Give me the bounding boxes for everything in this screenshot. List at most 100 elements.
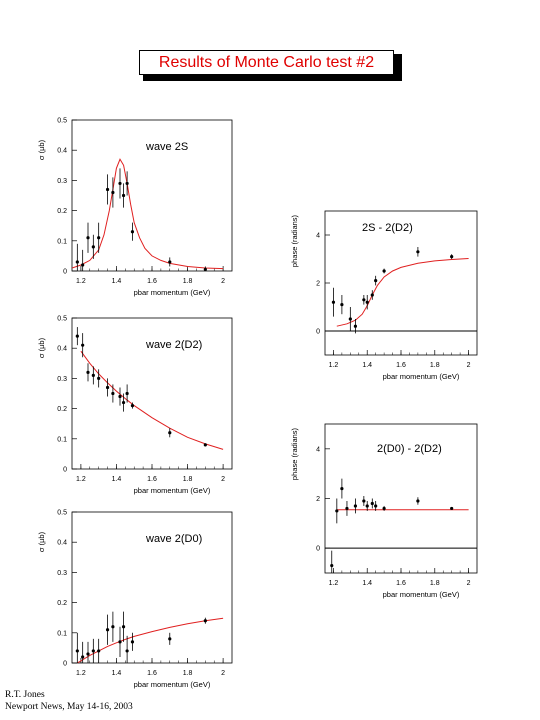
- x-tick-label: 1.6: [147, 278, 157, 285]
- chart-wave-2d2: 1.2 1.4 1.6 1.8 2 0 0.1 0.2 0.3 0.4 0.5 pbar moment…: [37, 316, 233, 495]
- y-tick-label: 0.2: [57, 600, 67, 607]
- y-tick-label: 0.3: [57, 376, 67, 383]
- data-marker: [340, 486, 344, 491]
- data-marker: [330, 563, 334, 568]
- data-marker: [353, 504, 357, 508]
- data-marker: [365, 504, 369, 508]
- x-tick-label: 2: [467, 580, 471, 587]
- x-tick-label: 2: [221, 278, 225, 285]
- data-point: [118, 168, 122, 199]
- data-point: [331, 287, 336, 317]
- data-marker: [345, 506, 349, 511]
- data-point: [91, 638, 95, 663]
- x-tick-label: 1.4: [112, 670, 122, 677]
- data-point: [75, 327, 79, 346]
- data-point: [81, 333, 85, 358]
- y-tick-label: 0.4: [57, 540, 67, 547]
- data-point: [416, 497, 420, 505]
- data-marker: [97, 376, 101, 380]
- data-marker: [81, 263, 85, 267]
- y-tick-label: 0.5: [57, 316, 67, 323]
- data-marker: [335, 509, 339, 513]
- data-marker: [75, 334, 79, 338]
- x-axis-label: pbar momentum (GeV): [134, 486, 211, 495]
- y-axis-label: σ (μb): [37, 139, 46, 160]
- y-tick-label: 0.3: [57, 570, 67, 577]
- data-point: [130, 222, 135, 241]
- data-point: [203, 443, 207, 447]
- data-point: [370, 498, 374, 509]
- plot-annotation: wave 2(D0): [145, 533, 202, 545]
- footer-location: Newport News, May 14-16, 2003: [5, 702, 133, 712]
- data-point: [362, 496, 366, 506]
- data-marker: [370, 293, 374, 297]
- data-marker: [125, 649, 129, 653]
- y-axis-label: phase (radians): [290, 427, 299, 480]
- data-marker: [450, 255, 454, 259]
- data-marker: [382, 506, 386, 511]
- x-axis-label: pbar momentum (GeV): [383, 372, 460, 381]
- x-axis-label: pbar momentum (GeV): [134, 680, 211, 689]
- data-marker: [130, 230, 135, 234]
- fit-curve: [336, 258, 469, 327]
- data-point: [353, 319, 357, 334]
- data-marker: [365, 300, 369, 304]
- x-tick-label: 1.2: [76, 278, 86, 285]
- x-tick-label: 1.8: [430, 580, 440, 587]
- data-marker: [125, 391, 129, 396]
- x-tick-label: 1.2: [329, 362, 339, 369]
- plot-annotation: 2S - 2(D2): [362, 222, 413, 234]
- y-tick-label: 0: [63, 269, 67, 276]
- data-marker: [125, 181, 129, 186]
- data-point: [91, 234, 95, 259]
- data-point: [348, 307, 352, 331]
- y-tick-label: 2: [316, 496, 320, 503]
- data-point: [97, 222, 101, 253]
- data-marker: [97, 649, 101, 653]
- data-marker: [416, 250, 420, 254]
- data-point: [125, 384, 129, 403]
- x-tick-label: 2: [221, 476, 225, 483]
- x-tick-label: 1.2: [76, 476, 86, 483]
- data-point: [111, 384, 115, 403]
- y-tick-label: 2: [316, 281, 320, 288]
- x-tick-label: 1.4: [112, 476, 122, 483]
- x-tick-label: 1.8: [183, 278, 193, 285]
- data-marker: [86, 236, 90, 240]
- data-marker: [105, 628, 110, 632]
- y-axis-label: σ (μb): [37, 531, 46, 552]
- data-marker: [118, 640, 122, 644]
- data-point: [118, 626, 122, 657]
- y-tick-label: 0.5: [57, 118, 67, 125]
- chart-phase-2d0-2d2: 1.2 1.4 1.6 1.8 2 0 2 4 pbar momentum (GeV) phase…: [290, 423, 478, 599]
- data-point: [121, 393, 126, 412]
- y-tick-label: 0.1: [57, 630, 67, 637]
- y-axis-label: phase (radians): [290, 214, 299, 267]
- x-tick-label: 1.4: [112, 278, 122, 285]
- plot-annotation: wave 2(D2): [145, 339, 202, 351]
- footer-author: R.T. Jones: [5, 690, 45, 700]
- data-point: [118, 387, 122, 406]
- data-point: [121, 611, 126, 642]
- data-point: [335, 498, 339, 524]
- data-marker: [340, 303, 344, 307]
- fit-curve: [72, 158, 224, 270]
- data-point: [105, 614, 110, 645]
- data-point: [353, 498, 357, 514]
- x-axis-label: pbar momentum (GeV): [134, 288, 211, 297]
- data-marker: [130, 640, 135, 644]
- plot-annotation: wave 2S: [145, 141, 188, 153]
- data-marker: [370, 501, 374, 506]
- data-marker: [97, 236, 101, 240]
- data-point: [374, 275, 378, 286]
- data-point: [86, 363, 90, 382]
- data-marker: [91, 649, 95, 653]
- plot-annotation: 2(D0) - 2(D2): [377, 443, 442, 455]
- x-tick-label: 2: [467, 362, 471, 369]
- data-point: [370, 290, 374, 300]
- data-marker: [86, 370, 90, 374]
- data-marker: [362, 298, 366, 302]
- data-marker: [168, 431, 172, 435]
- data-point: [81, 641, 85, 663]
- data-point: [450, 254, 454, 259]
